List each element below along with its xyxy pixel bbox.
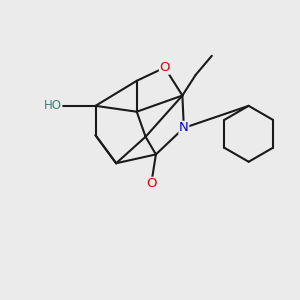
Text: HO: HO xyxy=(44,99,62,112)
Text: O: O xyxy=(160,61,170,74)
Text: O: O xyxy=(146,177,157,190)
Text: N: N xyxy=(179,122,189,134)
